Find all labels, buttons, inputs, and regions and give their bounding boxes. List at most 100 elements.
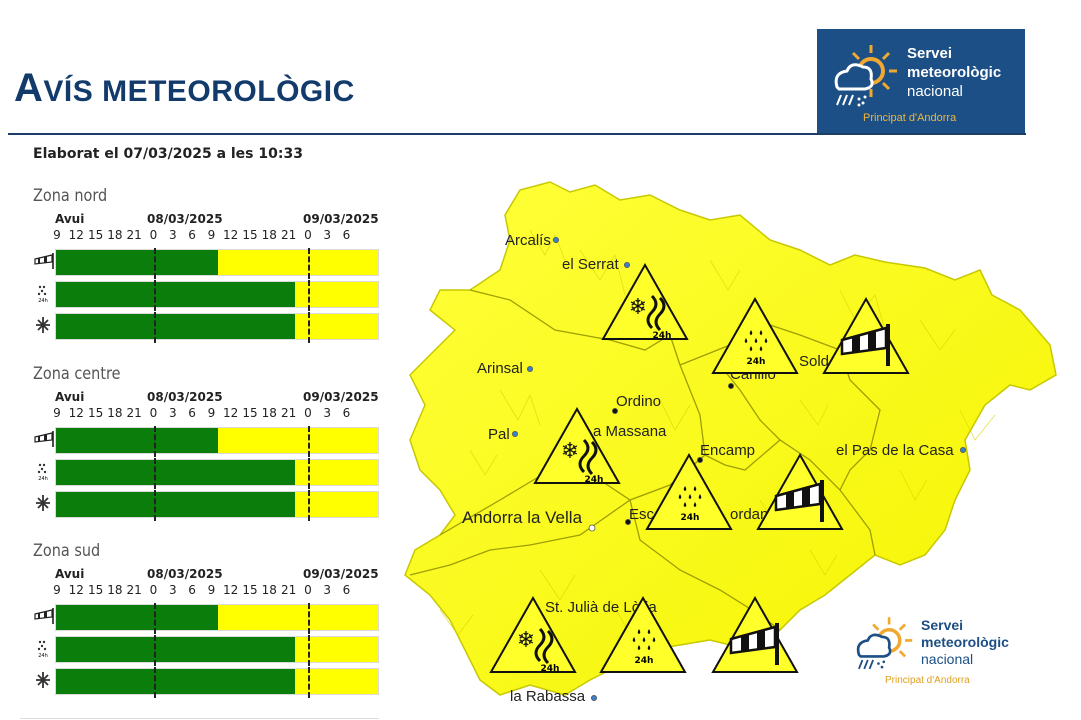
hour-label: 12 [68, 583, 84, 597]
logo-line3: nacional [907, 83, 963, 100]
snow-rain-icon: 24h [33, 638, 53, 659]
hour-label: 12 [68, 406, 84, 420]
warning-bar [55, 603, 379, 634]
sun-cloud-icon [856, 617, 913, 670]
hour-label: 12 [223, 583, 239, 597]
hour-label: 0 [149, 406, 158, 420]
warning-timeline-row [33, 426, 379, 457]
logo-line2: meteorològic [921, 634, 1009, 650]
day-separator [307, 280, 310, 311]
warning-bar [55, 312, 379, 343]
hour-label: 3 [168, 583, 177, 597]
map-place-label: la Rabassa [510, 688, 586, 705]
hour-label: 18 [261, 228, 277, 242]
day-separator [153, 280, 156, 311]
map-place-label: ordan [730, 506, 769, 523]
map-place-marker [588, 524, 596, 532]
map-place-marker [590, 695, 597, 702]
hour-label: 3 [323, 228, 332, 242]
andorra-map: Arcalís el Serrat Arinsal Ordino Pal a Massan… [380, 170, 1080, 720]
day-separator [307, 635, 310, 666]
map-place-marker [526, 365, 533, 372]
wind-warning-icon [755, 452, 845, 532]
svg-text:24h: 24h [38, 476, 48, 481]
logo-line1: Servei [921, 617, 964, 633]
title-first-letter: A [14, 66, 44, 110]
svg-text:❄: ❄ [517, 628, 535, 653]
hour-label: 18 [107, 583, 123, 597]
hour-label: 21 [280, 583, 297, 597]
wind-warning-icon [710, 595, 800, 675]
hour-label: 21 [280, 406, 297, 420]
day-separator [307, 667, 310, 698]
hour-label: 18 [261, 406, 277, 420]
map-place-marker [696, 456, 703, 463]
service-logo: Servei meteorològic nacional Principat d… [817, 29, 1025, 133]
day-label: 09/03/2025 [303, 390, 379, 404]
no-warning-segment [56, 492, 296, 517]
map-place-marker [511, 430, 518, 437]
logo-subtitle: Principat d'Andorra [863, 112, 957, 124]
hour-label: 21 [280, 228, 297, 242]
logo-text: Servei meteorològic nacional [921, 617, 1009, 668]
parish-borders [409, 289, 881, 631]
day-labels: Avui 08/03/2025 09/03/2025 [33, 567, 379, 583]
logo-line2: meteorològic [907, 64, 1002, 81]
warning-timeline-row [33, 490, 379, 521]
hour-label: 15 [87, 583, 104, 597]
zone-title: Zona centre [33, 364, 121, 384]
zone-block: Zona centre Avui 08/03/2025 09/03/2025 9 12 15… [33, 364, 379, 521]
no-warning-segment [56, 282, 296, 307]
wind-warning-icon [821, 296, 911, 376]
svg-text:24h: 24h [38, 298, 48, 303]
rain-warning-icon: 24h [598, 595, 688, 675]
hour-label: 9 [53, 406, 61, 420]
day-label: 08/03/2025 [147, 390, 223, 404]
zone-title: Zona nord [33, 186, 108, 206]
zone-block: Zona sud Avui 08/03/2025 09/03/2025 9 12 15 18 2… [33, 541, 379, 698]
wind-icon [33, 251, 54, 271]
hour-label: 3 [323, 406, 332, 420]
svg-text:24h: 24h [747, 357, 766, 367]
warning-bar [55, 667, 379, 698]
svg-text:24h: 24h [38, 653, 48, 658]
day-separator [307, 458, 310, 489]
logo-line3: nacional [921, 651, 974, 667]
warning-timeline-row [33, 667, 379, 698]
map-place-label: Ordino [616, 393, 662, 410]
svg-text:24h: 24h [541, 664, 560, 674]
hour-label: 12 [68, 228, 84, 242]
day-separator [153, 667, 156, 698]
snow-rain-icon: 24h [33, 461, 53, 482]
day-separator [153, 426, 156, 457]
map-place-label: a Massana [593, 423, 667, 440]
page-title: AVÍS METEOROLÒGIC [14, 66, 355, 111]
hour-label: 21 [126, 228, 142, 242]
zone-block: Zona nord Avui 08/03/2025 09/03/2025 9 12 15 18… [33, 186, 379, 343]
day-label: Avui [55, 212, 85, 226]
hour-label: 15 [242, 583, 258, 597]
map-place-label: el Pas de la Casa [836, 442, 954, 459]
day-separator [307, 490, 310, 521]
hour-labels: 9 12 15 18 21 0 3 6 9 12 15 18 21 0 3 6 [33, 583, 379, 599]
zone-title: Zona sud [33, 541, 101, 561]
svg-text:24h: 24h [585, 475, 604, 485]
map-place-marker [552, 237, 559, 244]
hour-label: 6 [188, 583, 196, 597]
hour-label: 15 [242, 228, 258, 242]
country-outline [404, 181, 1057, 696]
svg-text:❄: ❄ [629, 295, 647, 320]
hour-label: 18 [261, 583, 277, 597]
hour-label: 18 [107, 406, 123, 420]
hour-label: 3 [323, 583, 332, 597]
warning-timeline-row: 24h [33, 635, 379, 666]
map-place-marker [960, 446, 967, 453]
warning-timeline-row: 24h [33, 280, 379, 311]
hour-label: 6 [188, 228, 196, 242]
avalanche-icon [33, 670, 53, 690]
hour-label: 6 [342, 583, 351, 597]
hour-label: 3 [168, 406, 177, 420]
snow-rain-icon: 24h [33, 283, 53, 304]
zones-bottom-divider [20, 718, 379, 719]
hour-label: 15 [87, 228, 104, 242]
